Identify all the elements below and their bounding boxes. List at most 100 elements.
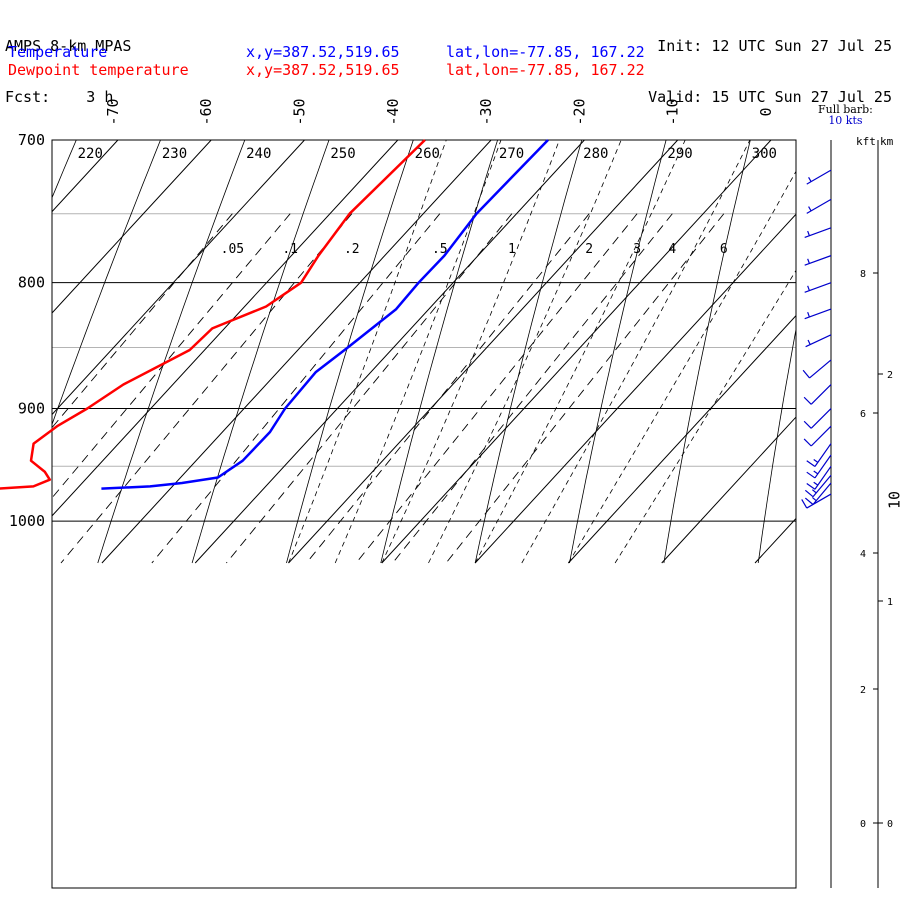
pressure-label: 1000 <box>9 512 45 530</box>
wind-barb-staff <box>806 169 832 185</box>
model-title: AMPS 8-km MPAS <box>5 37 132 55</box>
theta-label: 290 <box>667 146 692 162</box>
wind-barb-staff <box>812 482 832 505</box>
wind-barb-half <box>807 258 810 264</box>
legend-temperature-xy: x,y=387.52,519.65 <box>246 43 400 61</box>
wind-barb-half <box>808 176 812 182</box>
isotherm-line <box>52 140 119 213</box>
moist-adiabat-line <box>428 140 622 564</box>
dry-adiabat-line <box>380 140 499 564</box>
wind-barb-staff <box>804 308 832 320</box>
wind-barb <box>803 384 832 405</box>
theta-label: 260 <box>415 146 440 162</box>
mixing-ratio-line <box>306 213 590 564</box>
fcst-label: Fcst: <box>5 88 51 106</box>
isotherm-label: -30 <box>477 98 495 125</box>
header-right: Init: 12 UTC Sun 27 Jul 25 Valid: 15 UTC… <box>648 4 892 123</box>
mixing-ratio-line <box>445 213 725 564</box>
wind-barb-staff <box>805 334 832 348</box>
wind-barb <box>803 425 832 447</box>
theta-label: 230 <box>162 146 187 162</box>
chart-series <box>0 139 549 490</box>
wind-barb-staff <box>814 465 832 490</box>
mixing-ratio-line <box>52 213 291 499</box>
isotherm-label: -40 <box>384 98 402 125</box>
wind-barb-staff <box>812 474 832 498</box>
km-tick-label: 0 <box>887 819 893 830</box>
theta-label: 270 <box>499 146 524 162</box>
wind-barb-full <box>806 460 816 467</box>
mixing-ratio-line <box>60 213 353 564</box>
wind-barb <box>806 198 832 214</box>
wind-barb-full <box>804 497 814 505</box>
isotherm-line <box>288 140 679 564</box>
wind-barb <box>806 454 832 479</box>
isotherm-label: 0 <box>757 107 775 116</box>
wind-barb-half <box>813 470 819 475</box>
mixing-ratio-label: .5 <box>432 242 448 257</box>
wind-barb-full <box>801 499 808 509</box>
dry-adiabat-line <box>663 140 751 564</box>
mixing-ratio-label: 2 <box>585 242 593 257</box>
wind-barb <box>805 334 832 348</box>
moist-adiabat-line <box>334 140 502 564</box>
moist-adiabat-line <box>288 140 447 564</box>
wind-barb-full <box>806 471 816 479</box>
wind-barb <box>801 493 832 509</box>
legend-dewpoint-latlon: lat,lon=-77.85, 167.22 <box>446 61 645 79</box>
wind-barb-staff <box>809 359 832 379</box>
isotherm-line <box>0 140 25 563</box>
dry-adiabat-line <box>97 140 246 564</box>
wind-barb <box>804 482 832 505</box>
mixing-ratio-label: .05 <box>221 242 244 257</box>
mixing-ratio-label: 1 <box>508 242 516 257</box>
isotherm-line <box>52 140 212 314</box>
moist-adiabat-line <box>521 140 751 564</box>
wind-barbs <box>801 140 832 888</box>
wind-barb-half <box>807 285 810 291</box>
isotherm-line <box>52 140 305 416</box>
moist-adiabat-line <box>474 140 686 564</box>
isotherm-label: -10 <box>664 98 682 125</box>
wind-barb-staff <box>814 454 832 479</box>
theta-label: 300 <box>752 146 777 162</box>
isotherm-line <box>568 314 796 564</box>
header-left: AMPS 8-km MPAS Fcst: 3 h <box>5 4 131 123</box>
wind-barb <box>806 169 832 185</box>
mixing-ratio-label: 4 <box>668 242 676 257</box>
wind-barb <box>803 408 832 429</box>
kft-tick-label: 4 <box>860 549 866 560</box>
height-axis-kft-header: kft <box>856 135 876 148</box>
wind-barb-half <box>807 339 811 345</box>
dry-adiabat-line <box>52 140 161 426</box>
wind-barb-staff <box>814 443 832 467</box>
theta-label: 280 <box>583 146 608 162</box>
valid-value: 15 UTC Sun 27 Jul 25 <box>711 88 892 106</box>
theta-label: 250 <box>330 146 355 162</box>
mixing-ratio-label: 6 <box>720 242 728 257</box>
mixing-ratio-label: .2 <box>344 242 360 257</box>
wind-barb <box>804 227 832 239</box>
init-time: Init: 12 UTC Sun 27 Jul 25 <box>648 38 892 55</box>
wind-barb-full <box>803 396 812 405</box>
isotherm-line <box>194 140 585 564</box>
wind-barb-half <box>807 312 810 318</box>
valid-time: Valid: 15 UTC Sun 27 Jul 25 <box>648 89 892 106</box>
pressure-label: 900 <box>18 400 45 418</box>
mixing-ratio-label: .1 <box>282 242 298 257</box>
mixing-ratio-line <box>151 213 441 564</box>
wind-barb <box>804 308 832 320</box>
mixing-ratio-line <box>52 213 233 429</box>
barb-note-line2: 10 kts <box>828 114 863 127</box>
wind-barb-staff <box>806 198 832 214</box>
chart-grid <box>0 139 797 889</box>
wind-barb <box>806 465 832 490</box>
valid-label: Valid: <box>648 88 703 106</box>
wind-barb-full <box>806 483 816 490</box>
mixing-ratio-line <box>226 213 513 564</box>
isotherm-line <box>52 140 399 517</box>
isotherm-line <box>381 140 772 564</box>
wind-barb-full <box>804 489 814 498</box>
isotherm-line <box>101 140 492 564</box>
